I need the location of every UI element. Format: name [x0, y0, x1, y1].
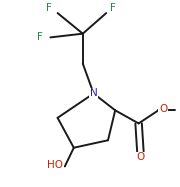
Text: F: F [37, 32, 42, 42]
Text: HO: HO [47, 160, 63, 171]
Text: O: O [159, 104, 168, 114]
Text: F: F [111, 3, 116, 13]
Text: N: N [90, 88, 98, 99]
Text: F: F [46, 3, 51, 13]
Text: O: O [136, 152, 145, 162]
